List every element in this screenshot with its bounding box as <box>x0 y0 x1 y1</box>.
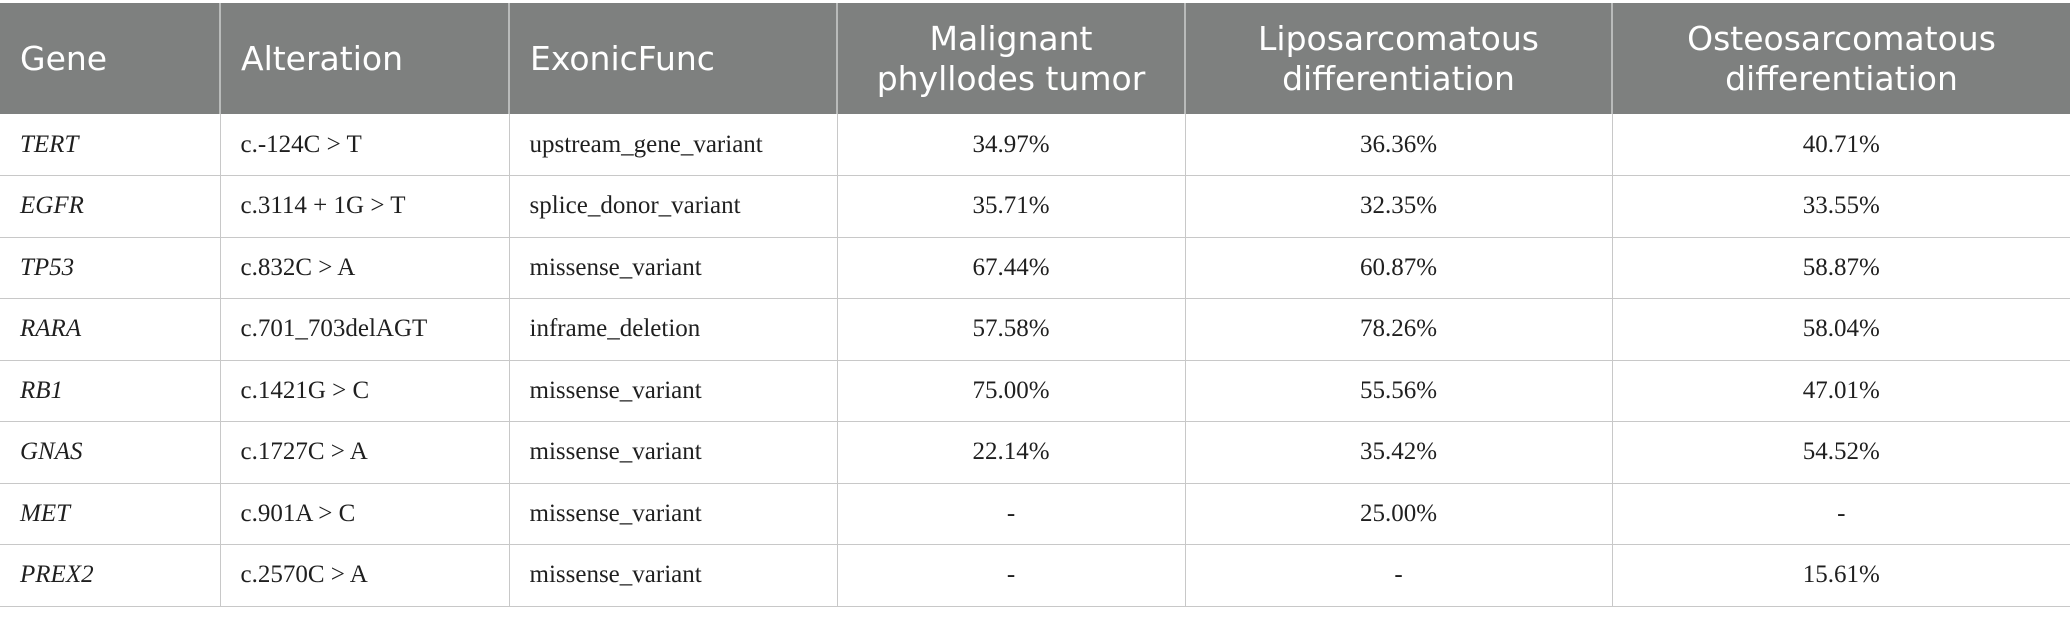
gene-cell: MET <box>0 482 221 545</box>
alteration-cell: c.3114 + 1G > T <box>219 175 510 238</box>
alteration-cell: c.1727C > A <box>219 421 510 484</box>
alteration-cell: c.701_703delAGT <box>219 298 510 361</box>
liposarcomatous-cell: 36.36% <box>1184 114 1613 176</box>
table-row: RARA c.701_703delAGT inframe_deletion 57… <box>0 298 2070 361</box>
malignant-phyllodes-cell: 35.71% <box>836 175 1186 238</box>
liposarcomatous-cell: 55.56% <box>1184 359 1613 422</box>
table-row: TERT c.-124C > T upstream_gene_variant 3… <box>0 114 2070 176</box>
exonic-func-cell: inframe_deletion <box>508 298 838 361</box>
header-exonic-func: ExonicFunc <box>508 3 838 114</box>
header-liposarcomatous-differentiation: Liposarcomatous differentiation <box>1184 3 1613 114</box>
exonic-func-cell: upstream_gene_variant <box>508 114 838 176</box>
exonic-func-cell: missense_variant <box>508 359 838 422</box>
osteosarcomatous-cell: 58.04% <box>1611 298 2070 361</box>
liposarcomatous-cell: 25.00% <box>1184 482 1613 545</box>
malignant-phyllodes-cell: - <box>836 544 1186 607</box>
exonic-func-cell: splice_donor_variant <box>508 175 838 238</box>
alteration-cell: c.901A > C <box>219 482 510 545</box>
exonic-func-cell: missense_variant <box>508 544 838 607</box>
osteosarcomatous-cell: - <box>1611 482 2070 545</box>
liposarcomatous-cell: - <box>1184 544 1613 607</box>
table-row: MET c.901A > C missense_variant - 25.00%… <box>0 482 2070 545</box>
mutation-table-container: Gene Alteration ExonicFunc Malignant phy… <box>0 3 2070 607</box>
header-malignant-phyllodes-tumor: Malignant phyllodes tumor <box>836 3 1186 114</box>
malignant-phyllodes-cell: 57.58% <box>836 298 1186 361</box>
gene-cell: TERT <box>0 114 221 176</box>
gene-cell: EGFR <box>0 175 221 238</box>
table-row: EGFR c.3114 + 1G > T splice_donor_varian… <box>0 175 2070 238</box>
gene-cell: PREX2 <box>0 544 221 607</box>
gene-cell: GNAS <box>0 421 221 484</box>
liposarcomatous-cell: 32.35% <box>1184 175 1613 238</box>
alteration-cell: c.1421G > C <box>219 359 510 422</box>
osteosarcomatous-cell: 47.01% <box>1611 359 2070 422</box>
mutation-frequency-table: Gene Alteration ExonicFunc Malignant phy… <box>0 3 2070 607</box>
liposarcomatous-cell: 60.87% <box>1184 236 1613 299</box>
malignant-phyllodes-cell: 67.44% <box>836 236 1186 299</box>
osteosarcomatous-cell: 54.52% <box>1611 421 2070 484</box>
exonic-func-cell: missense_variant <box>508 482 838 545</box>
alteration-cell: c.2570C > A <box>219 544 510 607</box>
osteosarcomatous-cell: 33.55% <box>1611 175 2070 238</box>
osteosarcomatous-cell: 15.61% <box>1611 544 2070 607</box>
table-row: PREX2 c.2570C > A missense_variant - - 1… <box>0 544 2070 607</box>
header-alteration: Alteration <box>219 3 510 114</box>
table-row: RB1 c.1421G > C missense_variant 75.00% … <box>0 359 2070 422</box>
header-gene: Gene <box>0 3 221 114</box>
exonic-func-cell: missense_variant <box>508 236 838 299</box>
gene-cell: RB1 <box>0 359 221 422</box>
alteration-cell: c.-124C > T <box>219 114 510 176</box>
exonic-func-cell: missense_variant <box>508 421 838 484</box>
liposarcomatous-cell: 78.26% <box>1184 298 1613 361</box>
gene-cell: TP53 <box>0 236 221 299</box>
malignant-phyllodes-cell: 22.14% <box>836 421 1186 484</box>
malignant-phyllodes-cell: 75.00% <box>836 359 1186 422</box>
liposarcomatous-cell: 35.42% <box>1184 421 1613 484</box>
osteosarcomatous-cell: 58.87% <box>1611 236 2070 299</box>
header-row: Gene Alteration ExonicFunc Malignant phy… <box>0 3 2070 114</box>
alteration-cell: c.832C > A <box>219 236 510 299</box>
table-row: GNAS c.1727C > A missense_variant 22.14%… <box>0 421 2070 484</box>
malignant-phyllodes-cell: - <box>836 482 1186 545</box>
table-row: TP53 c.832C > A missense_variant 67.44% … <box>0 236 2070 299</box>
header-osteosarcomatous-differentiation: Osteosarcomatous differentiation <box>1611 3 2070 114</box>
osteosarcomatous-cell: 40.71% <box>1611 114 2070 176</box>
malignant-phyllodes-cell: 34.97% <box>836 114 1186 176</box>
gene-cell: RARA <box>0 298 221 361</box>
